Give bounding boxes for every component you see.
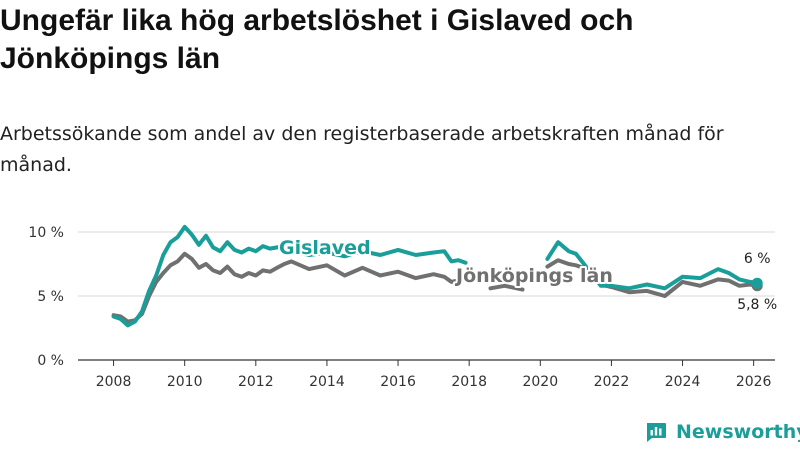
brand-name: Newsworthy xyxy=(676,421,800,443)
chart-title: Ungefär lika hög arbetslöshet i Gislaved… xyxy=(0,4,634,75)
x-tick-label: 2022 xyxy=(594,374,630,390)
x-tick-label: 2010 xyxy=(167,374,203,390)
x-tick-label: 2016 xyxy=(380,374,416,390)
chart-subtitle: Arbetssökande som andel av den registerb… xyxy=(0,123,724,176)
series-line-jonkopings-lan xyxy=(488,283,525,292)
y-tick-label: 5 % xyxy=(37,289,64,305)
series-line-jonkopings-lan xyxy=(111,251,465,324)
x-tick-label: 2018 xyxy=(451,374,487,390)
x-tick-label: 2014 xyxy=(309,374,345,390)
series-line-gislaved xyxy=(545,240,760,291)
end-label-gislaved: 6 % xyxy=(744,251,771,267)
y-tick-label: 10 % xyxy=(28,225,64,241)
end-point-gislaved xyxy=(751,277,763,289)
series-label-jonkopings-lan: Jönköpings län xyxy=(454,265,613,287)
series-line-gislaved xyxy=(111,224,468,328)
x-tick-label: 2008 xyxy=(96,374,132,390)
x-tick-label: 2026 xyxy=(736,374,772,390)
axes: 0 % 5 % 10 % 2008 2010 2012 2014 2016 2018 2020 20… xyxy=(28,225,775,390)
series-label-gislaved: Gislaved xyxy=(279,237,371,259)
newsworthy-logo-icon xyxy=(647,423,666,442)
y-tick-label: 0 % xyxy=(37,353,64,369)
end-label-jonkopings-lan: 5,8 % xyxy=(737,297,777,313)
series-lines xyxy=(111,224,763,328)
x-tick-label: 2024 xyxy=(665,374,701,390)
chart-labels: Gislaved Jönköpings län 6 % 5,8 % xyxy=(277,235,777,313)
x-tick-label: 2020 xyxy=(522,374,558,390)
newsworthy-logo: Newsworthy xyxy=(644,420,800,444)
series-line-jonkopings-lan xyxy=(545,258,760,298)
x-tick-label: 2012 xyxy=(238,374,274,390)
